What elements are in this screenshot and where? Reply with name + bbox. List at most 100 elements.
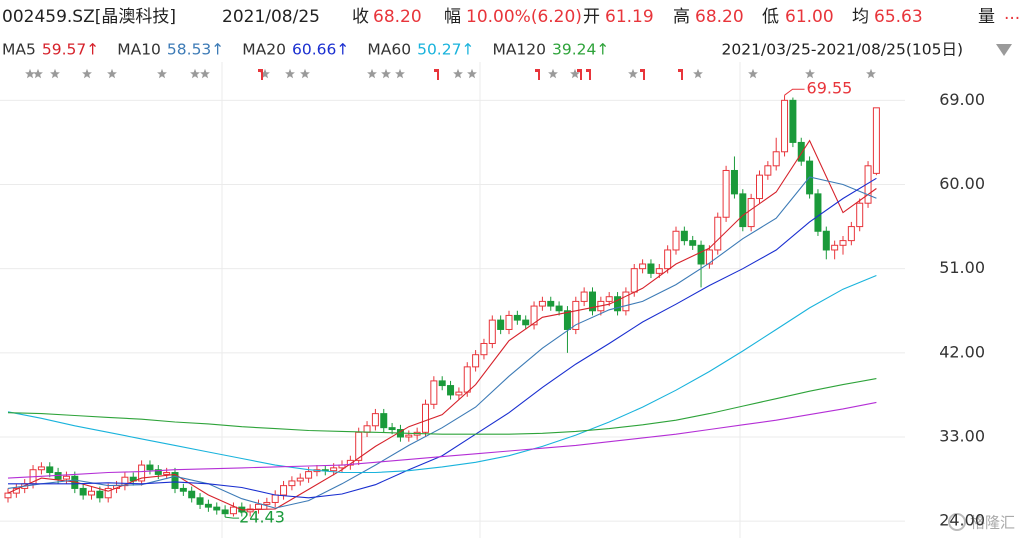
flag-icon: [586, 69, 591, 80]
candle-body: [229, 506, 237, 515]
candle-body: [88, 490, 95, 496]
value: 10.00%(6.20): [466, 7, 582, 27]
candle-body: [872, 107, 880, 174]
candle-body: [580, 291, 588, 302]
candle-body: [263, 501, 271, 505]
candle-body: [430, 380, 438, 405]
star-icon: [285, 68, 295, 79]
plot: 69.55 24.43: [0, 79, 905, 527]
value: 68.20: [695, 7, 744, 27]
high-pointer: [784, 88, 805, 96]
star-icon: [570, 68, 580, 79]
ma-line: [7, 401, 877, 479]
low-pointer: [225, 516, 240, 519]
legend-name: MA20: [242, 41, 286, 59]
label: 收: [352, 7, 369, 27]
legend-value: 50.27↑: [417, 41, 474, 59]
candle-body: [839, 240, 847, 246]
candle-body: [747, 198, 755, 228]
star-icon: [190, 68, 200, 79]
y-tick-label: 69.00: [939, 90, 985, 109]
dropdown-icon[interactable]: [996, 44, 1012, 56]
candle-body: [79, 487, 87, 496]
star-icon: [805, 68, 815, 79]
candle-body: [380, 413, 388, 429]
label: 高: [673, 7, 690, 27]
star-icon: [25, 68, 35, 79]
candle-body: [563, 310, 571, 330]
candle-body: [146, 464, 154, 471]
label: 均: [852, 7, 869, 27]
flag-icon: [258, 69, 263, 80]
flag-icon: [434, 69, 439, 80]
candle-body: [680, 230, 688, 242]
star-icon: [693, 68, 703, 79]
candle-body: [730, 169, 738, 195]
y-tick-label: 24.00: [939, 511, 985, 530]
candle-body: [622, 291, 630, 312]
candle-body: [797, 141, 805, 162]
star-icon: [748, 68, 758, 79]
symbol: 002459.SZ[晶澳科技]: [2, 7, 176, 27]
star-icon: [467, 68, 477, 79]
legend-value: 58.53↑: [167, 41, 224, 59]
candle-body: [822, 230, 830, 251]
candle-body: [438, 380, 446, 387]
candle-body: [213, 506, 221, 511]
candle-body: [705, 249, 713, 265]
candle-body: [814, 193, 822, 232]
candle-body: [772, 151, 780, 167]
label: 开: [583, 7, 600, 27]
candle-body: [447, 385, 455, 396]
star-icon: [548, 68, 558, 79]
candle-body: [488, 319, 496, 344]
ma-line: [7, 139, 877, 511]
candle-body: [371, 413, 379, 427]
flag-icon: [640, 69, 645, 80]
low-annotation: 24.43: [239, 508, 285, 527]
star-icon: [628, 68, 638, 79]
candle-body: [271, 494, 279, 503]
candle-body: [614, 296, 622, 312]
candle-body: [530, 305, 538, 326]
star-icon: [33, 68, 43, 79]
candle-body: [664, 249, 672, 270]
signal-row: [25, 68, 876, 80]
candle-body: [196, 497, 204, 505]
candle-body: [522, 319, 530, 326]
candle-body: [605, 296, 613, 302]
candle-body: [789, 99, 797, 143]
candle-body: [163, 472, 171, 475]
y-tick-label: 42.00: [939, 342, 985, 361]
flag-icon: [678, 69, 683, 80]
candle-body: [697, 244, 705, 265]
star-icon: [367, 68, 377, 79]
candle-body: [46, 466, 54, 474]
candle-body: [330, 467, 338, 472]
star-icon: [381, 68, 391, 79]
star-icon: [50, 68, 60, 79]
candle-body: [154, 469, 162, 475]
candle-body: [171, 472, 179, 489]
candle-body: [246, 508, 254, 513]
label: 量: [978, 7, 995, 27]
star-icon: [300, 68, 310, 79]
legend-value: 39.24↑: [552, 41, 609, 59]
ma-line: [8, 177, 877, 499]
candle-body: [296, 477, 304, 482]
candle-body: [472, 354, 480, 368]
ma-line: [7, 274, 877, 474]
candle-body: [630, 268, 638, 293]
candle-body: [589, 291, 596, 312]
ma-line: [7, 378, 877, 435]
candle-body: [188, 490, 196, 499]
candle-body: [422, 403, 429, 433]
candle-body: [689, 240, 697, 246]
y-tick-label: 60.00: [939, 174, 985, 193]
candle-body: [538, 300, 546, 307]
high-annotation: 69.55: [807, 79, 853, 98]
date-range: 2021/03/25-2021/08/25(105日): [722, 41, 963, 59]
value: 61.19: [605, 7, 654, 27]
